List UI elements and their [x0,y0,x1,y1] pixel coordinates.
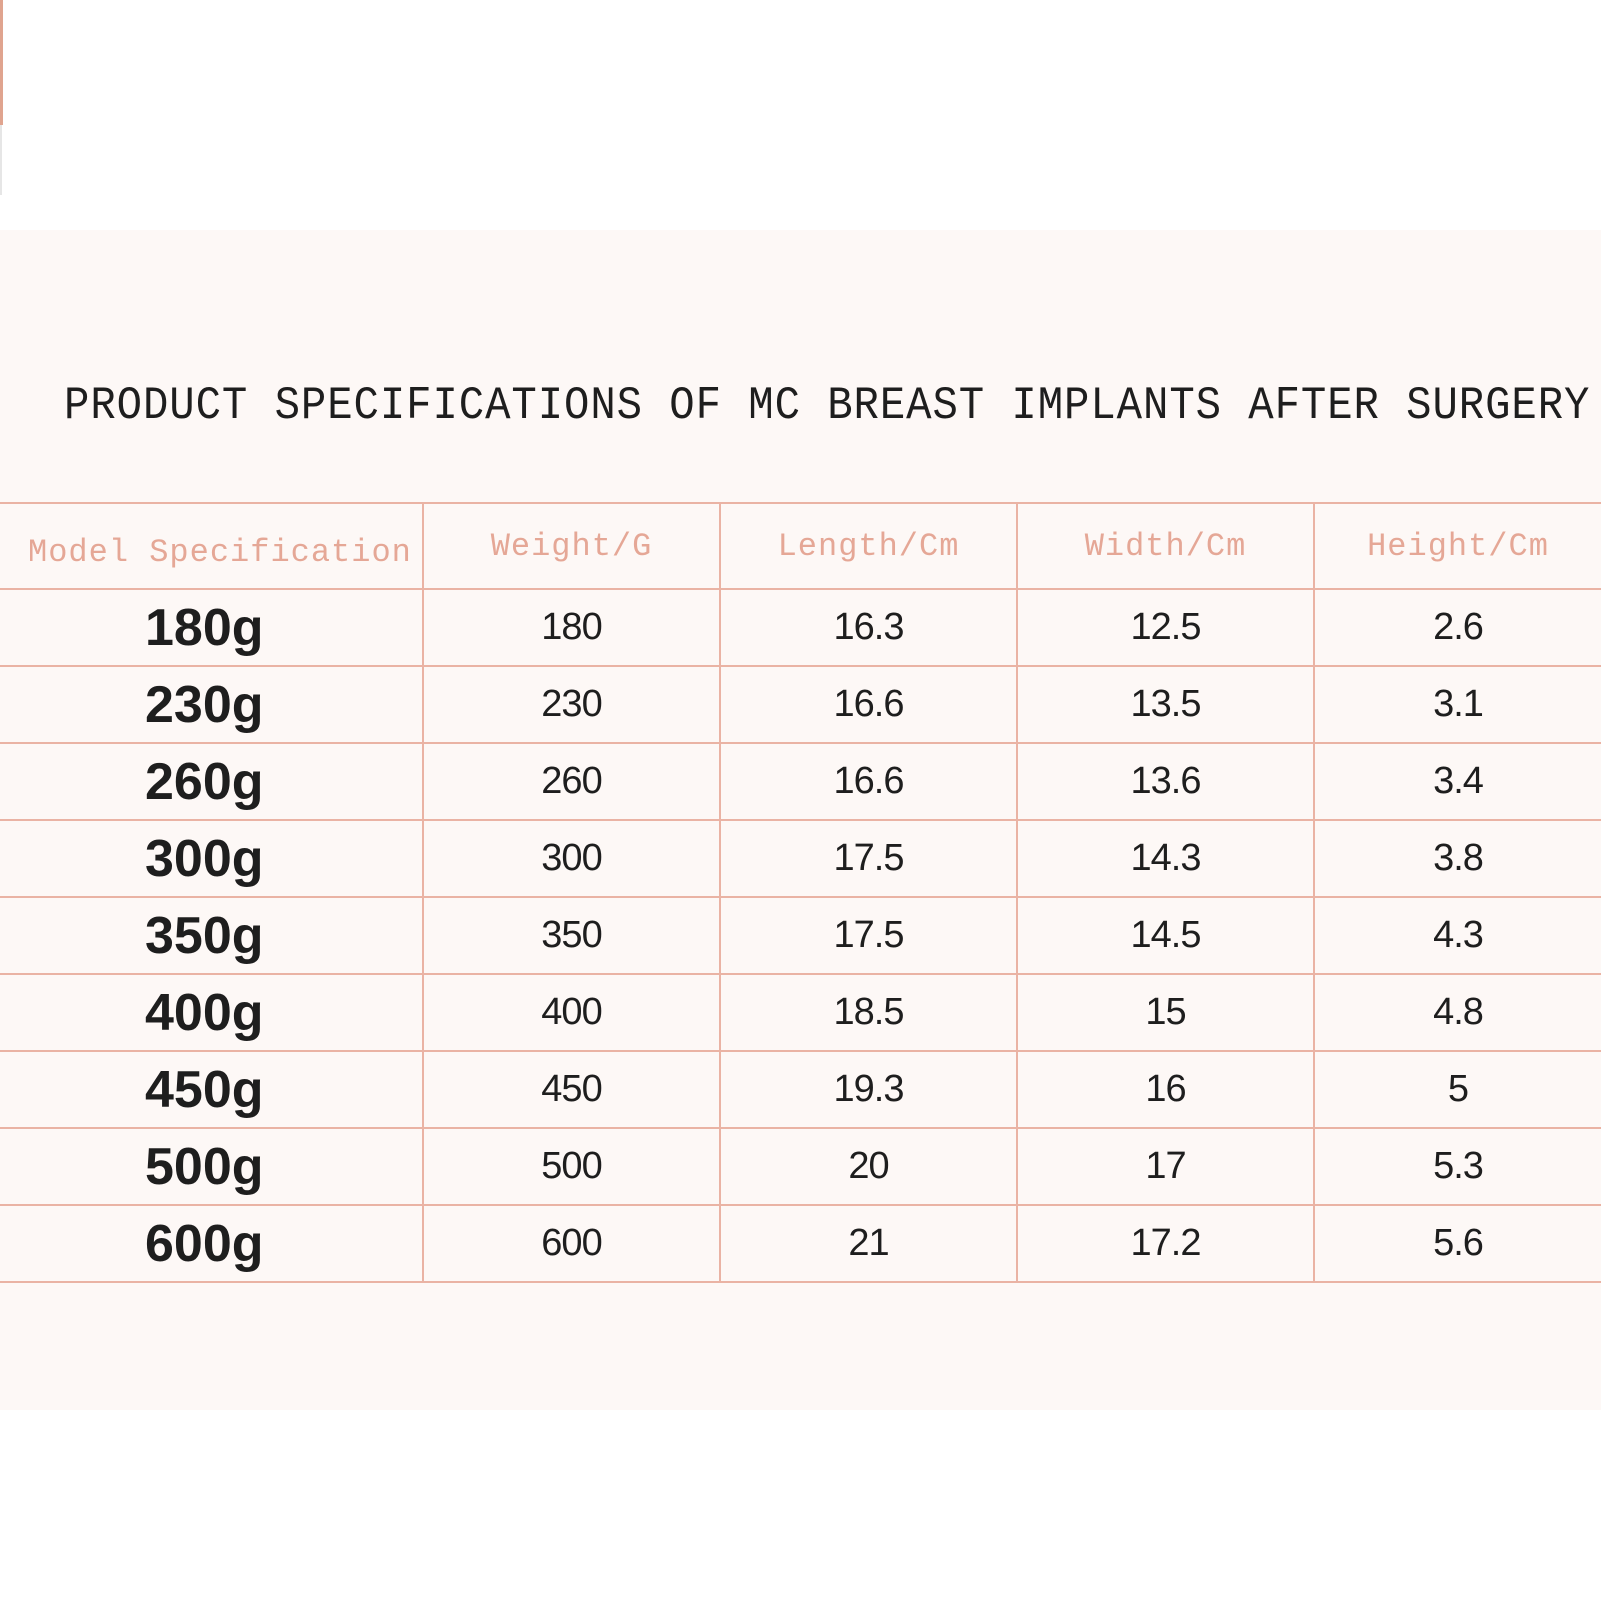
height-cell: 4.8 [1313,973,1601,1052]
spec-table: Model Specification Weight/G Length/Cm W… [0,502,1601,1283]
length-cell: 16.3 [719,588,1018,667]
length-cell: 18.5 [719,973,1018,1052]
table-header-row: Model Specification Weight/G Length/Cm W… [0,502,1601,590]
table-row: 500g 500 20 17 5.3 [0,1127,1601,1206]
table-row: 260g 260 16.6 13.6 3.4 [0,742,1601,821]
height-cell: 5.3 [1313,1127,1601,1206]
height-cell: 3.4 [1313,742,1601,821]
weight-cell: 350 [422,896,721,975]
column-header-height: Height/Cm [1313,502,1601,590]
height-cell: 4.3 [1313,896,1601,975]
table-row: 300g 300 17.5 14.3 3.8 [0,819,1601,898]
weight-cell: 400 [422,973,721,1052]
column-header-model: Model Specification [0,502,424,590]
column-header-length: Length/Cm [719,502,1018,590]
width-cell: 13.5 [1016,665,1315,744]
length-cell: 17.5 [719,896,1018,975]
height-cell: 3.8 [1313,819,1601,898]
height-cell: 5.6 [1313,1204,1601,1283]
weight-cell: 180 [422,588,721,667]
model-cell: 450g [0,1050,424,1129]
model-cell: 400g [0,973,424,1052]
page-title: PRODUCT SPECIFICATIONS OF MC BREAST IMPL… [64,380,1591,432]
width-cell: 12.5 [1016,588,1315,667]
length-cell: 20 [719,1127,1018,1206]
length-cell: 19.3 [719,1050,1018,1129]
length-cell: 16.6 [719,742,1018,821]
model-cell: 600g [0,1204,424,1283]
column-header-weight: Weight/G [422,502,721,590]
height-cell: 2.6 [1313,588,1601,667]
height-cell: 5 [1313,1050,1601,1129]
model-cell: 350g [0,896,424,975]
table-row: 180g 180 16.3 12.5 2.6 [0,588,1601,667]
length-cell: 21 [719,1204,1018,1283]
edge-divider [0,125,2,195]
width-cell: 17.2 [1016,1204,1315,1283]
height-cell: 3.1 [1313,665,1601,744]
weight-cell: 500 [422,1127,721,1206]
weight-cell: 260 [422,742,721,821]
model-cell: 300g [0,819,424,898]
table-row: 450g 450 19.3 16 5 [0,1050,1601,1129]
weight-cell: 450 [422,1050,721,1129]
length-cell: 16.6 [719,665,1018,744]
width-cell: 14.5 [1016,896,1315,975]
column-header-width: Width/Cm [1016,502,1315,590]
weight-cell: 600 [422,1204,721,1283]
model-cell: 180g [0,588,424,667]
width-cell: 17 [1016,1127,1315,1206]
table-row: 350g 350 17.5 14.5 4.3 [0,896,1601,975]
model-cell: 500g [0,1127,424,1206]
weight-cell: 230 [422,665,721,744]
table-row: 230g 230 16.6 13.5 3.1 [0,665,1601,744]
width-cell: 16 [1016,1050,1315,1129]
length-cell: 17.5 [719,819,1018,898]
model-cell: 230g [0,665,424,744]
edge-accent [0,0,3,125]
width-cell: 15 [1016,973,1315,1052]
width-cell: 13.6 [1016,742,1315,821]
width-cell: 14.3 [1016,819,1315,898]
weight-cell: 300 [422,819,721,898]
table-row: 400g 400 18.5 15 4.8 [0,973,1601,1052]
model-cell: 260g [0,742,424,821]
table-row: 600g 600 21 17.2 5.6 [0,1204,1601,1283]
